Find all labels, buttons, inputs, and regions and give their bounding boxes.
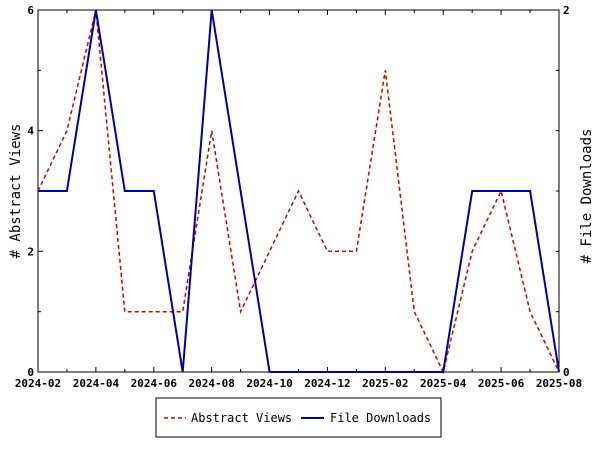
- x-tick-label: 2025-06: [478, 377, 525, 390]
- y2-axis-title: # File Downloads: [579, 129, 595, 264]
- y-axis-title: # Abstract Views: [8, 124, 24, 259]
- x-tick-label: 2024-06: [131, 377, 178, 390]
- x-tick-label: 2024-04: [73, 377, 120, 390]
- y-tick-label: 4: [27, 125, 34, 138]
- x-tick-label: 2024-08: [188, 377, 234, 390]
- x-tick-label: 2024-10: [246, 377, 292, 390]
- y2-tick-label: 2: [563, 4, 570, 17]
- series-line-abstract-views: [37, 9, 560, 375]
- x-tick-label: 2025-08: [536, 377, 582, 390]
- y-tick-label: 0: [27, 366, 34, 379]
- x-tick-label: 2025-04: [420, 377, 467, 390]
- legend-label-abstract-views: Abstract Views: [191, 411, 292, 425]
- series-lines: [37, 9, 560, 375]
- y-tick-label: 2: [27, 245, 34, 258]
- legend-box: [155, 397, 442, 438]
- ticks: 2024-02 2024-04 2024-06 2024-08 2024-10 2024-…: [15, 4, 582, 390]
- legend-label-file-downloads: File Downloads: [330, 411, 431, 425]
- y-tick-label: 6: [27, 4, 34, 17]
- x-tick-label: 2025-02: [362, 377, 408, 390]
- x-tick-label: 2024-02: [15, 377, 61, 390]
- x-tick-label: 2024-12: [304, 377, 350, 390]
- series-line-file-downloads: [38, 9, 560, 373]
- y2-tick-label: 0: [563, 366, 570, 379]
- legend: Abstract Views File Downloads: [155, 397, 442, 438]
